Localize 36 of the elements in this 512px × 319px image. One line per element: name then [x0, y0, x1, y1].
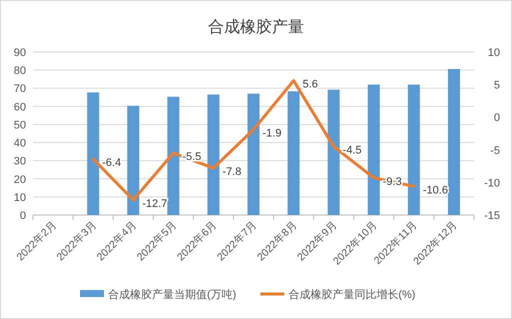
bar	[87, 92, 100, 215]
y-tick-label: 70	[14, 83, 26, 96]
data-label: -10.6	[422, 184, 448, 196]
y-tick-label: 90	[14, 47, 26, 59]
legend-label: 合成橡胶产量同比增长(%)	[288, 288, 416, 301]
y-tick-label: 50	[14, 119, 26, 132]
data-label: -7.8	[222, 166, 242, 178]
bar	[368, 84, 380, 215]
bar	[207, 94, 220, 215]
data-label: -1.9	[262, 128, 282, 140]
y2-tick-label: -10	[484, 177, 500, 190]
data-label: 5.6	[302, 78, 318, 91]
legend-label: 合成橡胶产量当期值(万吨)	[108, 288, 236, 301]
bar	[248, 94, 260, 215]
y-tick-label: 80	[14, 65, 26, 78]
data-label: -4.5	[342, 144, 362, 157]
y2-tick-label: 0	[494, 112, 500, 124]
y2-tick-label: 5	[494, 80, 500, 92]
y-tick-label: 60	[14, 101, 26, 114]
y-tick-label: 30	[14, 156, 26, 168]
data-label: -6.4	[102, 156, 122, 169]
y2-tick-label: 10	[488, 47, 500, 59]
y-tick-label: 20	[14, 174, 26, 186]
bar	[127, 106, 140, 215]
chart-title: 合成橡胶产量	[208, 18, 304, 36]
bar	[408, 84, 420, 215]
y2-tick-label: -15	[484, 210, 500, 222]
y2-tick-label: -5	[490, 144, 500, 157]
data-label: -12.7	[142, 198, 168, 210]
bar	[288, 91, 300, 215]
y-tick-label: 40	[14, 138, 26, 150]
y-tick-label: 10	[14, 192, 26, 204]
bar	[328, 90, 340, 215]
bar	[448, 69, 460, 215]
bar	[167, 96, 180, 215]
y-tick-label: 0	[20, 210, 26, 222]
